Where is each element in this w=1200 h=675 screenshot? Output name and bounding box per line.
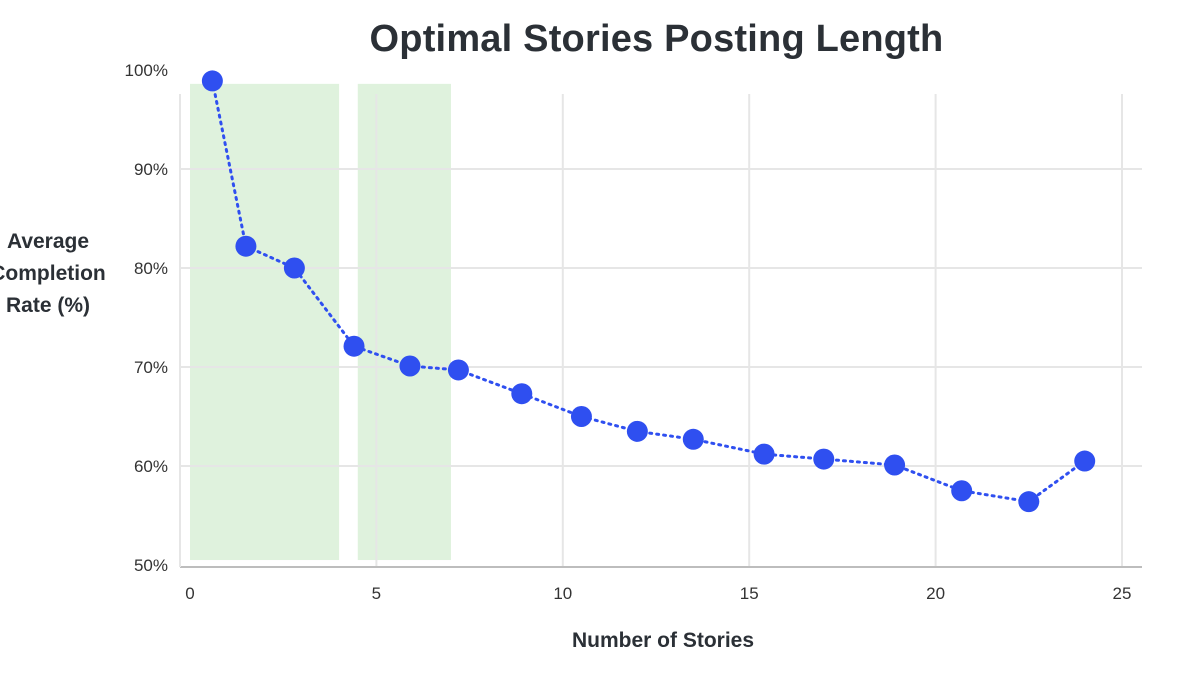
highlight-band bbox=[357, 83, 451, 561]
data-point bbox=[1018, 491, 1040, 513]
data-point bbox=[283, 257, 305, 279]
chart-title: Optimal Stories Posting Length bbox=[369, 18, 944, 60]
highlight-band bbox=[190, 83, 340, 561]
y-tick-label: 80% bbox=[134, 259, 168, 278]
data-point bbox=[343, 335, 365, 357]
data-point bbox=[626, 420, 648, 442]
data-point bbox=[813, 448, 835, 470]
data-point bbox=[682, 428, 704, 450]
data-point bbox=[511, 383, 533, 405]
data-point bbox=[753, 443, 775, 465]
data-point bbox=[447, 359, 469, 381]
x-tick-label: 0 bbox=[185, 584, 194, 603]
x-tick-label: 15 bbox=[740, 584, 759, 603]
y-axis-label-line: Completion bbox=[0, 262, 106, 285]
y-axis-label: Average Completion Rate (%) bbox=[0, 226, 108, 322]
y-tick-label: 60% bbox=[134, 457, 168, 476]
x-tick-label: 5 bbox=[372, 584, 381, 603]
y-tick-label: 100% bbox=[125, 61, 168, 80]
y-axis-label-line: Rate (%) bbox=[5, 294, 90, 317]
y-tick-label: 70% bbox=[134, 358, 168, 377]
x-axis-label: Number of Stories bbox=[571, 629, 755, 652]
y-tick-label: 90% bbox=[134, 160, 168, 179]
data-point bbox=[884, 454, 906, 476]
data-point bbox=[399, 355, 421, 377]
series-line bbox=[210, 79, 1087, 504]
y-axis-label-line: Average bbox=[6, 230, 90, 253]
y-tick-label: 50% bbox=[134, 556, 168, 575]
data-point bbox=[235, 235, 257, 257]
data-point bbox=[1074, 450, 1096, 472]
x-tick-label: 25 bbox=[1113, 584, 1132, 603]
data-point bbox=[201, 70, 223, 92]
data-point bbox=[570, 406, 592, 427]
x-tick-label: 20 bbox=[926, 584, 945, 603]
data-point bbox=[951, 480, 973, 502]
x-tick-label: 10 bbox=[553, 584, 572, 603]
